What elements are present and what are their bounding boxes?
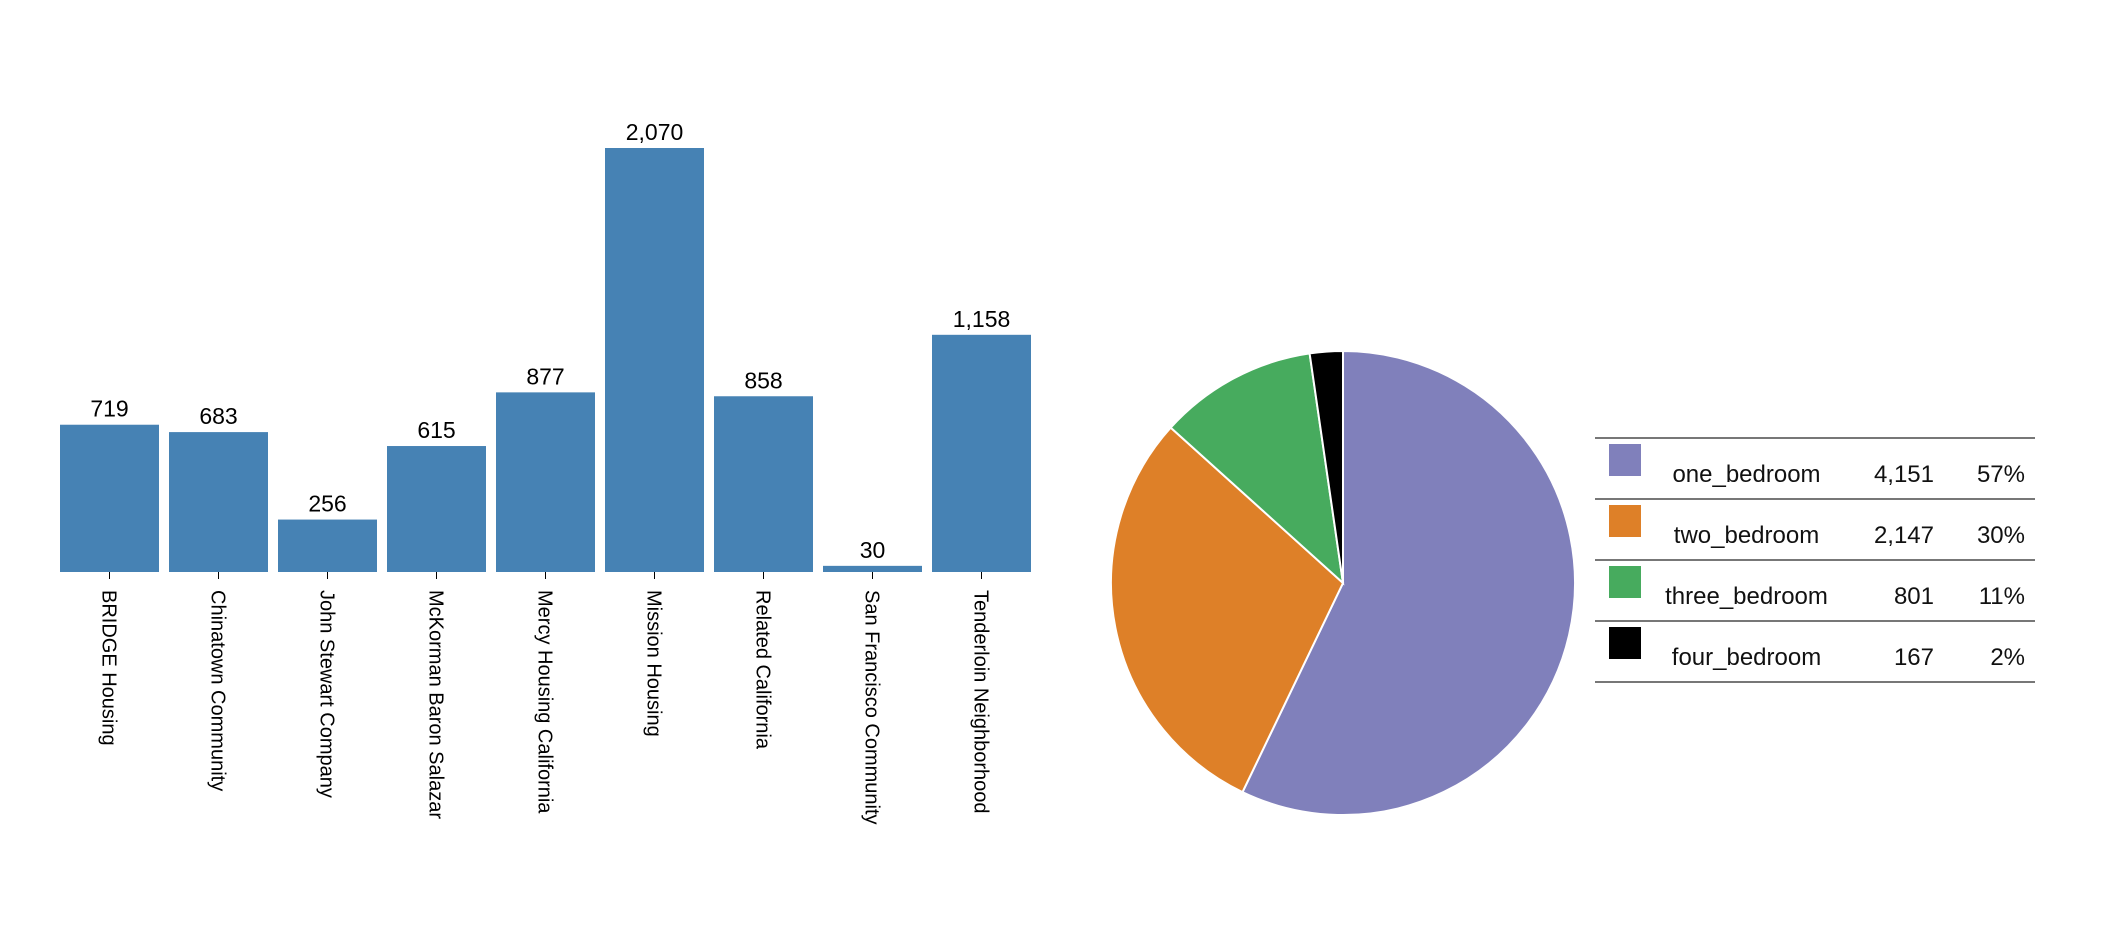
legend-percent: 57% bbox=[1976, 460, 2025, 488]
pie-slice bbox=[1308, 349, 1344, 584]
bar bbox=[278, 519, 377, 572]
legend-swatch bbox=[1609, 565, 1641, 598]
legend-label: three_bedroom bbox=[1665, 582, 1828, 610]
pie-slice bbox=[1110, 426, 1345, 794]
bar-value-label: 877 bbox=[526, 363, 564, 389]
x-tick-label: Chinatown Community bbox=[207, 590, 229, 791]
bar-chart: 719 BRIDGE Housing 683 Chinatown Community 2… bbox=[60, 119, 1031, 825]
legend-swatch-cell bbox=[1595, 438, 1659, 499]
x-tick-label: Related California bbox=[752, 590, 774, 750]
bar bbox=[60, 424, 159, 572]
bar-value-label: 683 bbox=[199, 403, 237, 429]
bar bbox=[496, 392, 595, 572]
legend-count: 4,151 bbox=[1873, 460, 1934, 488]
x-tick-label: John Stewart Company bbox=[316, 590, 338, 798]
legend-swatch-cell bbox=[1595, 621, 1659, 682]
bar-value-label: 719 bbox=[90, 396, 128, 422]
legend-label: two_bedroom bbox=[1673, 521, 1820, 549]
x-tick-label: Mission Housing bbox=[643, 590, 665, 737]
bar-value-label: 2,070 bbox=[626, 119, 684, 145]
bar bbox=[605, 148, 704, 572]
legend-label: one_bedroom bbox=[1672, 460, 1821, 488]
pie-legend: one_bedroom 4,151 57% two_bedroom 2,147 30% th… bbox=[1595, 437, 2035, 683]
legend-row: three_bedroom 801 11% bbox=[1595, 560, 2035, 621]
pie-slice bbox=[1241, 349, 1576, 816]
bar-chart-bars: 719 BRIDGE Housing 683 Chinatown Community 2… bbox=[60, 119, 1031, 825]
bar bbox=[714, 396, 813, 572]
bar bbox=[932, 334, 1031, 572]
pie-slice bbox=[1169, 352, 1345, 586]
legend-swatch bbox=[1609, 504, 1641, 537]
legend-percent: 30% bbox=[1976, 521, 2025, 549]
legend-row: one_bedroom 4,151 57% bbox=[1595, 438, 2035, 499]
bar bbox=[169, 432, 268, 572]
bar-value-label: 1,158 bbox=[953, 306, 1011, 332]
legend-count: 167 bbox=[1893, 643, 1934, 671]
legend-percent: 11% bbox=[1978, 582, 2025, 610]
legend-count: 2,147 bbox=[1873, 521, 1934, 549]
legend-swatch-cell bbox=[1595, 499, 1659, 560]
x-tick-label: BRIDGE Housing bbox=[98, 590, 120, 746]
legend-row: four_bedroom 167 2% bbox=[1595, 621, 2035, 682]
pie-chart-slices bbox=[1110, 349, 1576, 816]
bar-value-label: 858 bbox=[744, 367, 782, 393]
bar-value-label: 615 bbox=[417, 417, 455, 443]
legend-swatch bbox=[1609, 443, 1641, 476]
bar bbox=[387, 446, 486, 572]
x-tick-label: San Francisco Community bbox=[861, 590, 883, 825]
bar-value-label: 30 bbox=[860, 537, 886, 563]
legend-swatch-cell bbox=[1595, 560, 1659, 621]
legend-swatch bbox=[1609, 626, 1641, 659]
bar bbox=[823, 565, 922, 572]
x-tick-label: Tenderloin Neighborhood bbox=[970, 590, 992, 814]
legend-percent: 2% bbox=[1990, 643, 2025, 671]
legend-count: 801 bbox=[1893, 582, 1934, 610]
x-tick-label: McKorman Baron Salazar bbox=[425, 590, 447, 819]
legend-label: four_bedroom bbox=[1671, 643, 1822, 671]
legend-row: two_bedroom 2,147 30% bbox=[1595, 499, 2035, 560]
bar-value-label: 256 bbox=[308, 491, 346, 517]
x-tick-label: Mercy Housing California bbox=[534, 590, 556, 814]
